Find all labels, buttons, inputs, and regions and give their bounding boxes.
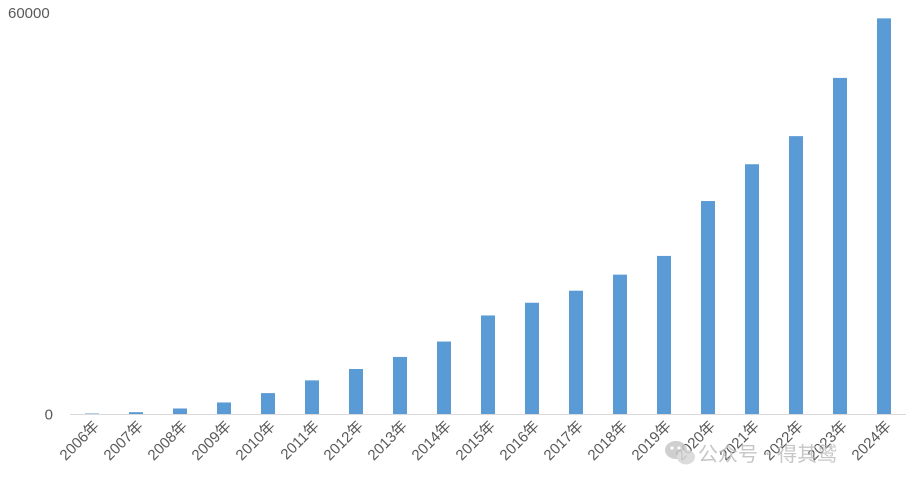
x-tick-label: 2010年 — [233, 418, 279, 464]
bar — [349, 369, 363, 415]
bar — [833, 77, 847, 415]
x-tick-label: 2012年 — [321, 418, 367, 464]
bar — [305, 380, 319, 415]
watermark: 公众号 · 得其鹫 — [665, 441, 837, 466]
bar — [217, 402, 231, 415]
x-tick-label: 2011年 — [277, 418, 322, 463]
x-tick-label: 2007年 — [101, 418, 147, 464]
x-tick-label: 2009年 — [189, 418, 235, 464]
bar — [261, 393, 275, 415]
bar — [173, 408, 187, 415]
bar — [657, 255, 671, 415]
x-tick-label: 2018年 — [585, 418, 631, 464]
x-tick-label: 2016年 — [497, 418, 543, 464]
bar — [569, 290, 583, 415]
bar — [525, 302, 539, 415]
bar — [789, 136, 803, 415]
y-tick-label: 0 — [45, 407, 53, 424]
wechat-icon — [665, 441, 695, 465]
x-tick-label: 2006年 — [57, 418, 103, 464]
x-tick-label: 2008年 — [145, 418, 191, 464]
bar — [129, 412, 143, 415]
x-tick-label: 2013年 — [365, 418, 411, 464]
bar — [745, 164, 759, 415]
bar — [437, 341, 451, 415]
bar — [613, 274, 627, 415]
x-tick-label: 2019年 — [629, 418, 675, 464]
bar — [393, 356, 407, 415]
x-tick-label: 2014年 — [409, 418, 455, 464]
watermark-text: 公众号 · 得其鹫 — [698, 442, 837, 466]
x-tick-label: 2015年 — [453, 418, 499, 464]
y-axis-ticks: 0 60000 — [8, 5, 53, 424]
bar — [481, 315, 495, 415]
bar — [701, 201, 715, 415]
bar — [877, 18, 891, 415]
y-tick-label: 60000 — [8, 5, 50, 22]
x-tick-label: 2024年 — [849, 418, 895, 464]
bars-group — [85, 18, 891, 415]
x-tick-label: 2017年 — [541, 418, 587, 464]
